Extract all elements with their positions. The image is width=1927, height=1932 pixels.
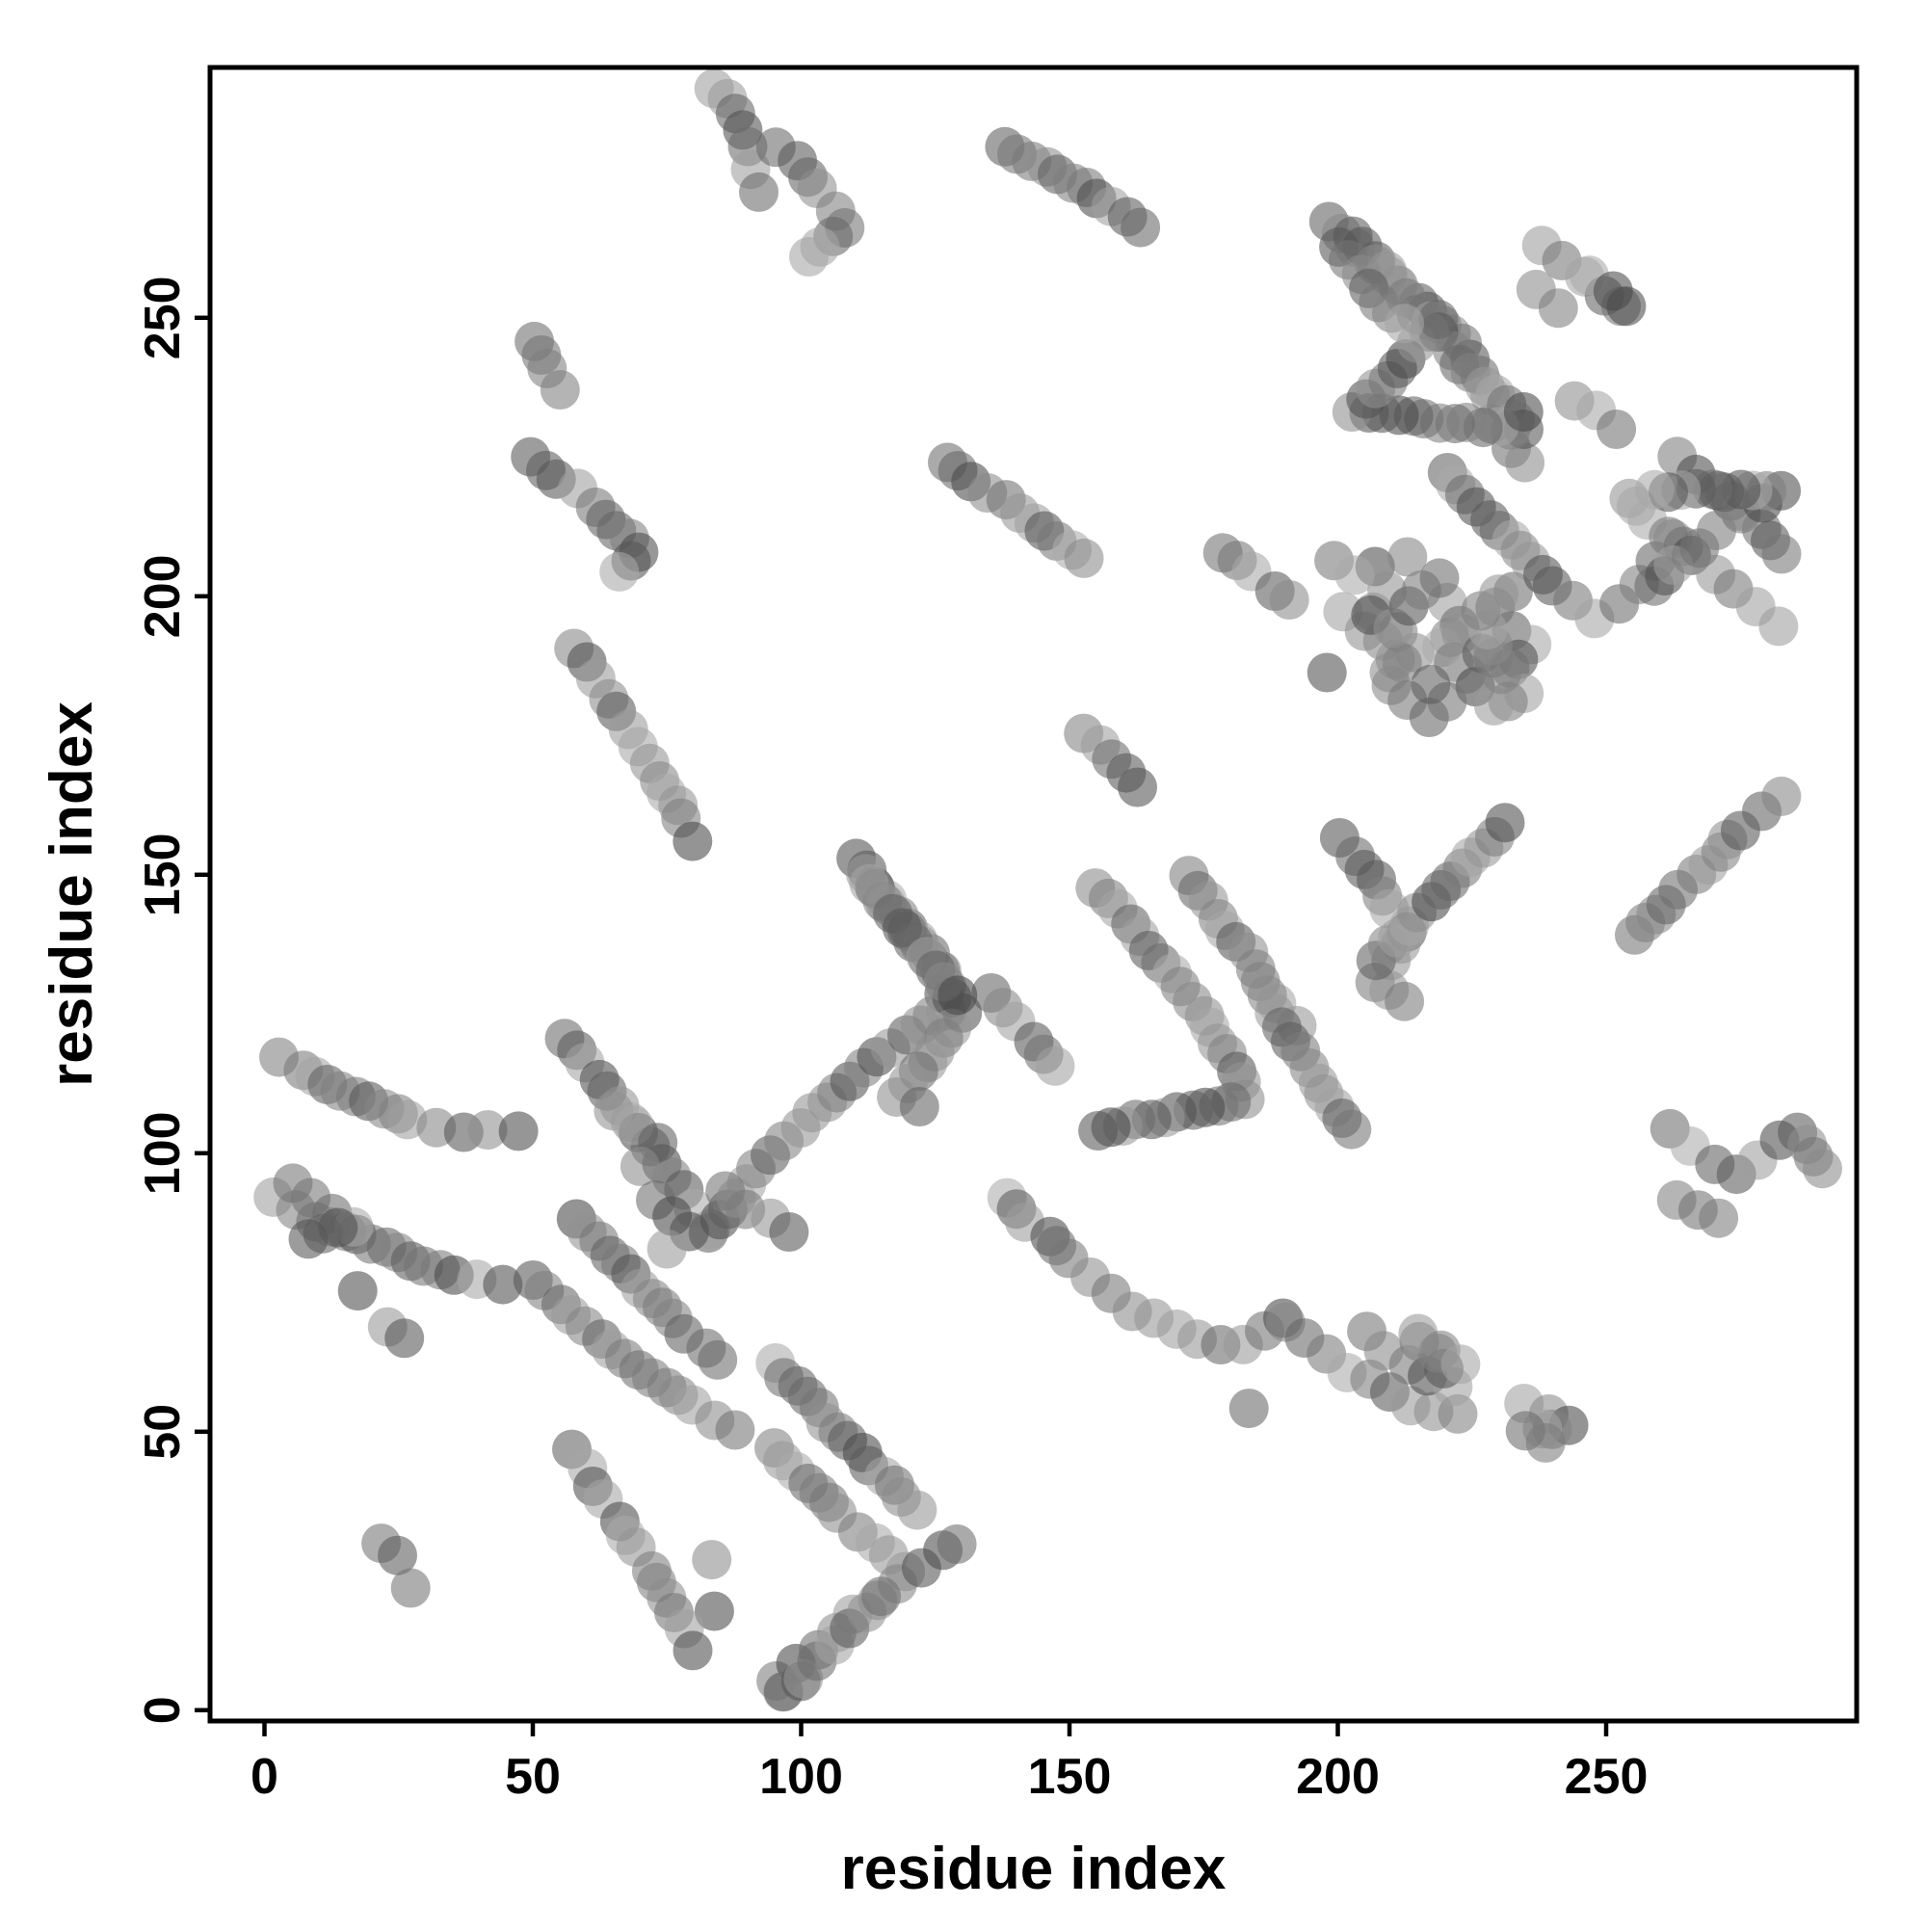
svg-text:100: 100: [759, 1749, 843, 1805]
svg-text:residue index: residue index: [39, 701, 105, 1087]
svg-text:250: 250: [1565, 1749, 1649, 1805]
svg-text:100: 100: [135, 1111, 191, 1195]
svg-text:150: 150: [135, 833, 191, 916]
svg-text:0: 0: [251, 1749, 278, 1805]
svg-text:50: 50: [505, 1749, 561, 1805]
svg-text:50: 50: [135, 1404, 191, 1460]
svg-text:250: 250: [135, 276, 191, 359]
svg-text:residue index: residue index: [841, 1836, 1227, 1902]
svg-text:0: 0: [135, 1696, 191, 1724]
svg-text:200: 200: [1296, 1749, 1380, 1805]
svg-text:200: 200: [135, 554, 191, 638]
svg-text:150: 150: [1028, 1749, 1112, 1805]
